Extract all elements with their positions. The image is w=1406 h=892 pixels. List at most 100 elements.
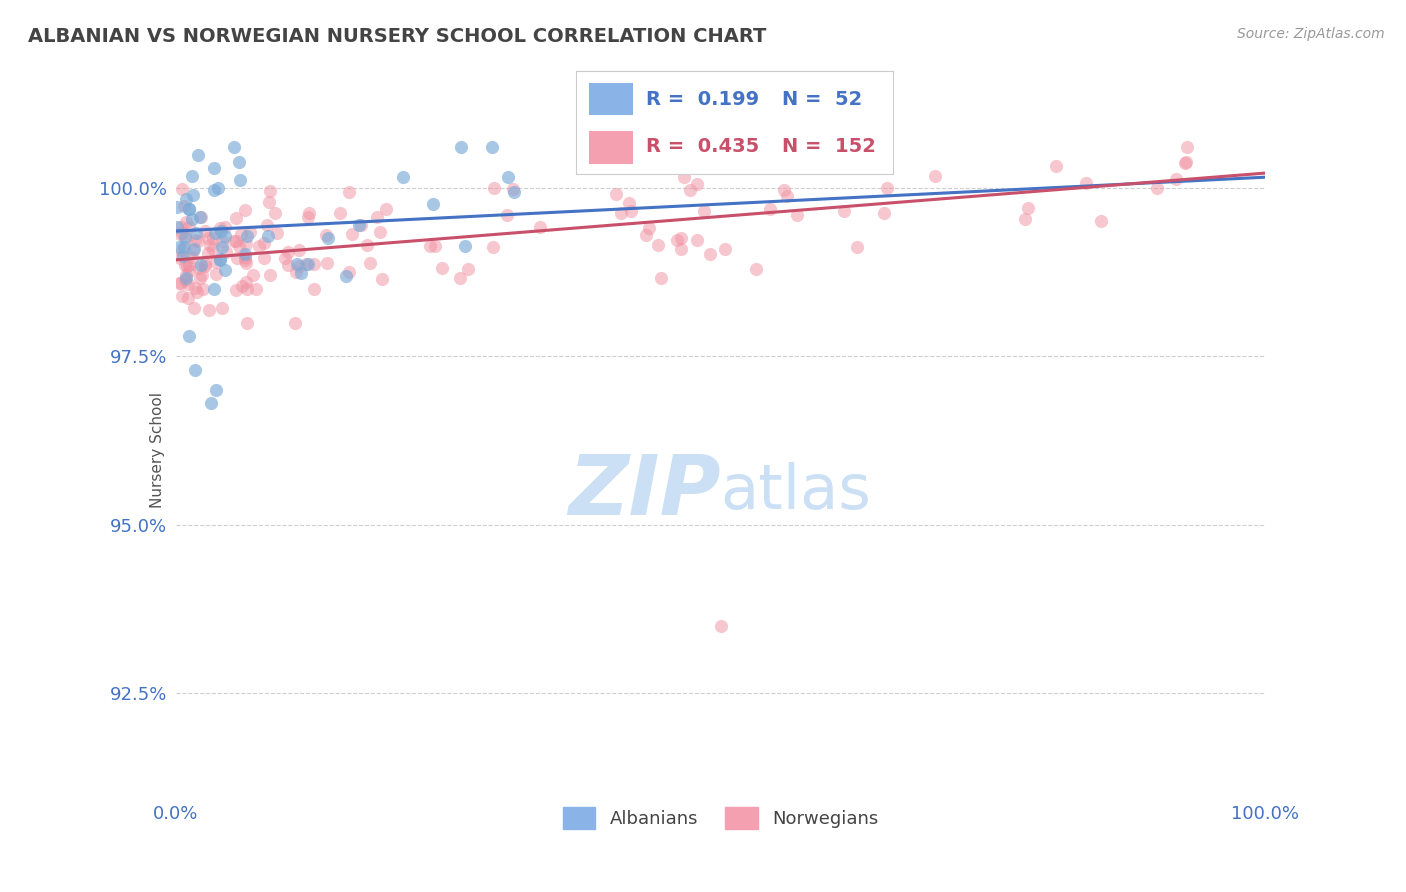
- Point: [610, 206, 633, 220]
- Point: [776, 189, 799, 203]
- Point: [496, 169, 519, 184]
- Point: [169, 227, 191, 242]
- Point: [207, 180, 229, 194]
- Point: [214, 219, 236, 234]
- Point: [242, 268, 264, 282]
- Point: [169, 251, 191, 265]
- Point: [236, 316, 259, 330]
- Point: [339, 265, 361, 279]
- Point: [1045, 159, 1067, 173]
- Point: [298, 205, 321, 219]
- Point: [481, 140, 503, 154]
- Point: [699, 246, 721, 260]
- Point: [187, 234, 209, 248]
- Legend: Albanians, Norwegians: Albanians, Norwegians: [555, 800, 886, 837]
- Point: [231, 227, 253, 241]
- Bar: [589, 83, 633, 115]
- Point: [224, 235, 246, 249]
- Point: [190, 211, 212, 225]
- Point: [172, 249, 194, 263]
- Point: [669, 231, 692, 245]
- Point: [176, 260, 198, 274]
- Point: [605, 187, 627, 202]
- Point: [297, 210, 319, 224]
- Point: [650, 271, 672, 285]
- Point: [194, 259, 217, 273]
- Text: N =  152: N = 152: [782, 136, 876, 156]
- Point: [288, 259, 311, 273]
- Point: [665, 233, 688, 247]
- Point: [187, 148, 209, 162]
- Point: [457, 262, 479, 277]
- Point: [259, 268, 281, 282]
- Point: [205, 254, 228, 268]
- Point: [375, 202, 398, 216]
- Point: [359, 256, 381, 270]
- Point: [638, 220, 661, 235]
- Point: [170, 220, 193, 235]
- Point: [1164, 172, 1187, 186]
- Point: [758, 202, 780, 216]
- Point: [172, 243, 194, 257]
- Point: [366, 210, 388, 224]
- Point: [174, 230, 197, 244]
- Point: [184, 280, 207, 294]
- Point: [200, 396, 222, 410]
- Point: [174, 268, 197, 282]
- Point: [1014, 212, 1036, 227]
- Point: [174, 231, 197, 245]
- Point: [253, 251, 276, 265]
- Point: [236, 229, 259, 244]
- Point: [316, 230, 339, 244]
- Point: [846, 240, 869, 254]
- Bar: [589, 131, 633, 163]
- Point: [224, 140, 246, 154]
- Point: [1090, 213, 1112, 227]
- Point: [274, 251, 297, 265]
- Point: [228, 155, 250, 169]
- Point: [1146, 181, 1168, 195]
- Point: [231, 279, 253, 293]
- Point: [482, 240, 505, 254]
- Point: [202, 183, 225, 197]
- Point: [710, 618, 733, 632]
- Point: [173, 199, 195, 213]
- Point: [186, 285, 208, 300]
- Text: ZIP: ZIP: [568, 451, 721, 533]
- Point: [285, 264, 308, 278]
- Point: [174, 273, 197, 287]
- Point: [202, 243, 225, 257]
- Point: [170, 181, 193, 195]
- Point: [202, 161, 225, 175]
- Point: [425, 239, 447, 253]
- Point: [284, 316, 307, 330]
- Point: [647, 237, 669, 252]
- Point: [253, 236, 276, 251]
- Point: [266, 226, 288, 240]
- Point: [693, 203, 716, 218]
- Point: [329, 206, 352, 220]
- Point: [228, 239, 250, 253]
- Point: [247, 239, 270, 253]
- Point: [302, 282, 325, 296]
- Point: [454, 239, 477, 253]
- Point: [290, 266, 312, 280]
- Point: [214, 228, 236, 243]
- Point: [876, 181, 898, 195]
- Point: [713, 242, 735, 256]
- Point: [340, 227, 363, 242]
- Point: [204, 267, 226, 281]
- Point: [209, 221, 232, 235]
- Point: [256, 218, 278, 232]
- Point: [297, 257, 319, 271]
- Point: [669, 242, 692, 256]
- Point: [745, 261, 768, 276]
- Text: atlas: atlas: [721, 462, 872, 522]
- Point: [208, 252, 231, 266]
- Point: [285, 257, 308, 271]
- Text: R =  0.199: R = 0.199: [647, 89, 759, 109]
- Point: [179, 258, 201, 272]
- Point: [679, 183, 702, 197]
- Point: [277, 244, 299, 259]
- Point: [183, 242, 205, 256]
